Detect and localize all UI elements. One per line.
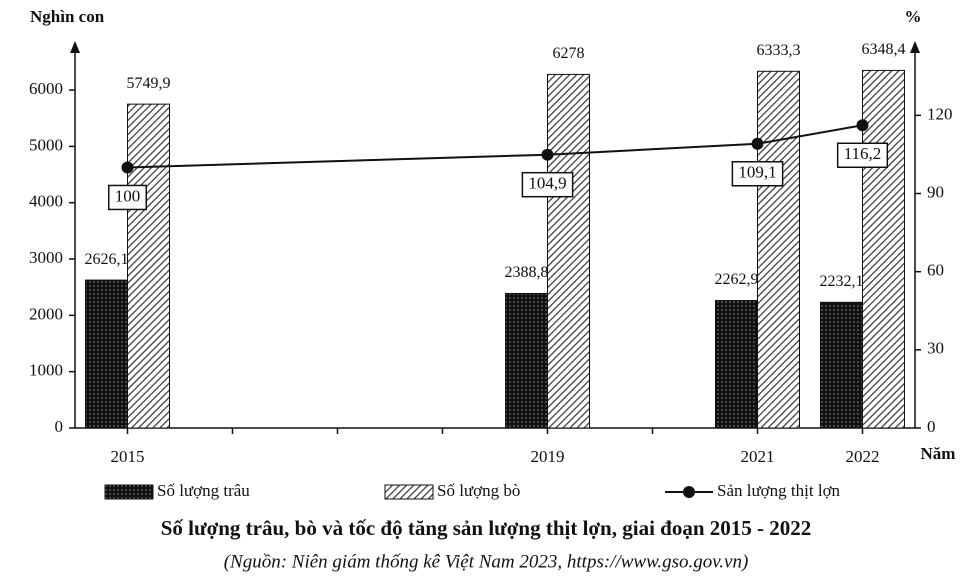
line-point [121, 161, 134, 174]
bar [127, 103, 170, 429]
legend-label: Sản lượng thịt lợn [717, 481, 841, 500]
y-tick-label: 2000 [29, 304, 63, 323]
bar [505, 292, 548, 429]
legend-marker [683, 486, 695, 498]
chart-subtitle: (Nguồn: Niên giám thống kê Việt Nam 2023… [224, 551, 749, 572]
x-tick-label: 2019 [531, 447, 565, 466]
line-value-label: 104,9 [528, 174, 566, 193]
x-tick-label: 2021 [741, 447, 775, 466]
y-axis-title: Nghìn con [30, 7, 105, 26]
y-tick-label: 0 [55, 417, 64, 436]
line-value-label: 109,1 [738, 163, 776, 182]
bar [862, 69, 905, 429]
y-axis-arrow [70, 41, 80, 53]
bar-value-label: 2388,8 [505, 264, 549, 281]
x-axis-title: Năm [921, 444, 956, 463]
bar [715, 300, 758, 429]
y2-tick-label: 0 [927, 417, 936, 436]
y-tick-label: 6000 [29, 79, 63, 98]
bar [820, 301, 863, 429]
bar [757, 70, 800, 429]
label-box [521, 171, 574, 198]
bar-value-label: 2626,1 [85, 251, 129, 268]
y2-tick-label: 90 [927, 182, 944, 201]
y-tick-label: 3000 [29, 248, 63, 267]
x-tick-label: 2015 [111, 447, 145, 466]
line-value-label: 116,2 [844, 144, 882, 163]
bar [85, 279, 128, 429]
x-tick-label: 2022 [846, 447, 880, 466]
legend-label: Số lượng trâu [157, 481, 250, 500]
y2-tick-label: 60 [927, 261, 944, 280]
label-box [836, 142, 889, 168]
bar-value-label: 6278 [553, 45, 585, 62]
bar-value-label: 6348,4 [862, 41, 906, 58]
y2-tick-label: 30 [927, 339, 944, 358]
label-box [731, 160, 784, 187]
bar-value-label: 2262,9 [715, 271, 759, 288]
y2-axis-title: % [905, 7, 922, 26]
bar-value-label: 2232,1 [820, 273, 864, 290]
legend-label: Số lượng bò [437, 481, 520, 500]
y-tick-label: 1000 [29, 361, 63, 380]
line-point [541, 148, 554, 161]
bar-value-label: 6333,3 [757, 42, 801, 59]
bar [547, 73, 590, 429]
line-point [856, 119, 869, 132]
legend-swatch [104, 484, 154, 500]
y-tick-label: 5000 [29, 135, 63, 154]
line-value-label: 100 [115, 186, 141, 205]
line [127, 124, 863, 169]
label-box [108, 184, 147, 211]
y-tick-label: 4000 [29, 192, 63, 211]
y2-tick-label: 120 [927, 104, 953, 123]
y2-axis-arrow [910, 41, 920, 53]
bar-value-label: 5749,9 [127, 75, 171, 92]
line-point [751, 137, 764, 150]
legend-swatch [384, 484, 434, 500]
chart-title: Số lượng trâu, bò và tốc độ tăng sản lượ… [161, 516, 812, 540]
